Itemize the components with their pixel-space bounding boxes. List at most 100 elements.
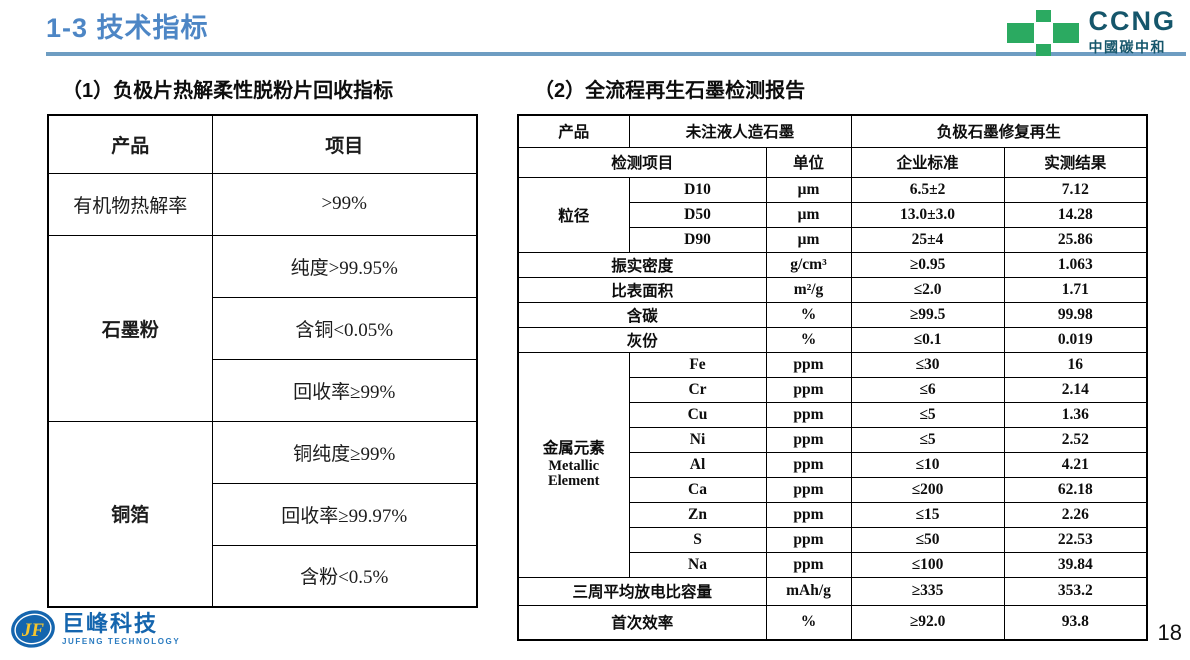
table-cell: D10 [628,176,767,203]
cell-anode-regenerated: 负极石墨修复再生 [850,114,1148,148]
table-cell: ppm [765,476,852,503]
table-row: 回收率≥99.97% [48,482,478,546]
table-cell: D90 [628,226,767,253]
cell-carbon-content-label: 含碳 [517,301,767,328]
cell-measured-result-header: 实测结果 [1003,146,1148,178]
cell-test-item-header: 检测项目 [517,146,767,178]
page-number: 18 [1157,620,1182,645]
page-title: 1-3 技术指标 [46,13,209,43]
table-cell: 39.84 [1003,551,1148,578]
table-cell: ≤6 [850,376,1005,403]
table-cell: ppm [765,426,852,453]
table-cell: mAh/g [765,576,852,606]
jufeng-logo-name: 巨峰科技 [62,610,159,636]
table-cell: 6.5±2 [850,176,1005,203]
table-cell: Ni [628,426,767,453]
left-section-title: （1）负极片热解柔性脱粉片回收指标 [62,80,394,102]
jufeng-monogram-icon: JF [11,610,55,648]
table-cell: ≤5 [850,426,1005,453]
svg-text:JF: JF [21,620,45,641]
table-cell: 93.8 [1003,604,1148,641]
table-row: 铜箔 铜纯度≥99% [47,420,478,608]
table-cell: S [628,526,767,553]
table-cell: ≥0.95 [850,251,1005,278]
metal-label-en-2: Element [547,472,600,489]
table-row: 石墨粉 纯度>99.95% [47,234,478,422]
ccng-logo: CCNG 中國碳中和 [1006,8,1177,57]
table-cell: ppm [765,551,852,578]
table-cell: Al [628,451,767,478]
table-cell: 13.0±3.0 [850,201,1005,228]
cell-copper-foil-label: 铜箔 [47,420,213,608]
table-cell: 25.86 [1003,226,1148,253]
table-cell: D50 [628,201,767,228]
table-cell: 2.26 [1003,501,1148,528]
table-cell: 1.36 [1003,401,1148,428]
table-cell: 22.53 [1003,526,1148,553]
table-cell: ≥335 [850,576,1005,606]
jufeng-logo: JF 巨峰科技 JUFENG TECHNOLOGY [10,608,180,650]
table-cell: ppm [765,376,852,403]
table-cell: % [765,301,852,328]
table-cell: 0.019 [1003,326,1148,353]
table-cell: 1.063 [1003,251,1148,278]
table-cell: Na [628,551,767,578]
table-cell: 2.14 [1003,376,1148,403]
table-row: 回收率≥99% [48,358,478,422]
ccng-logo-subtitle: 中國碳中和 [1088,39,1166,55]
table-row: D50 μm 13.0±3.0 14.28 [518,201,1148,228]
table-cell: 4.21 [1003,451,1148,478]
table-cell: ppm [765,401,852,428]
table-cell: 含铜<0.05% [211,296,478,360]
cell-organic-label: 有机物热解率 [47,172,213,236]
metal-label-cn: 金属元素 [542,439,605,457]
table-cell: ≤100 [850,551,1005,578]
recovery-indicators-table: 产品 项目 有机物热解率 >99% 石墨粉 纯度>99.95% 含铜<0.05%… [47,114,478,608]
right-section-title: （2）全流程再生石墨检测报告 [534,80,806,102]
table-row: Ni ppm ≤5 2.52 [518,426,1148,453]
table-cell: ≤5 [850,401,1005,428]
table-row: D90 μm 25±4 25.86 [518,226,1148,253]
table-cell: ppm [765,451,852,478]
table-cell: ≥99.5 [850,301,1005,328]
table-row: 含碳 % ≥99.5 99.98 [517,301,1148,328]
jufeng-logo-text: 巨峰科技 JUFENG TECHNOLOGY [62,610,181,647]
cell-graphite-powder-label: 石墨粉 [47,234,213,422]
table-cell: ppm [765,526,852,553]
table-row: 比表面积 m²/g ≤2.0 1.71 [517,276,1148,303]
table-cell: 16 [1003,351,1148,378]
table-cell: Zn [628,501,767,528]
cell-enterprise-standard-header: 企业标准 [850,146,1005,178]
table-cell: Ca [628,476,767,503]
table-cell: ≥92.0 [850,604,1005,641]
table-cell: ≤10 [850,451,1005,478]
table-cell: 1.71 [1003,276,1148,303]
ccng-logo-name: CCNG [1088,6,1176,36]
table-cell: % [765,326,852,353]
table-row: 检测项目 单位 企业标准 实测结果 [517,146,1148,178]
cell-surface-area-label: 比表面积 [517,276,767,303]
table-cell: ppm [765,351,852,378]
table-cell: 353.2 [1003,576,1148,606]
table-row: 金属元素 Metallic Element Fe ppm ≤30 16 [517,351,1148,578]
table-cell: ≤2.0 [850,276,1005,303]
table-cell: ≤200 [850,476,1005,503]
table-row: 产品 项目 [47,114,478,174]
table-row: 产品 未注液人造石墨 负极石墨修复再生 [517,114,1148,148]
table-cell: μm [765,201,852,228]
table-cell: μm [765,226,852,253]
table-cell: 14.28 [1003,201,1148,228]
table-row: Cr ppm ≤6 2.14 [518,376,1148,403]
table-cell: Fe [628,351,767,378]
jufeng-logo-subtitle: JUFENG TECHNOLOGY [62,637,181,647]
cell-discharge-capacity-label: 三周平均放电比容量 [517,576,767,606]
table-row: 灰份 % ≤0.1 0.019 [517,326,1148,353]
table-row: 有机物热解率 >99% [47,172,478,236]
graphite-test-report-table: 产品 未注液人造石墨 负极石墨修复再生 检测项目 单位 企业标准 实测结果 粒径… [517,114,1149,641]
cell-metallic-element-label: 金属元素 Metallic Element [517,351,630,578]
table-cell: % [765,604,852,641]
ccng-logo-text: CCNG 中國碳中和 [1089,8,1177,57]
table-cell: Cr [628,376,767,403]
table-cell: ≤30 [850,351,1005,378]
